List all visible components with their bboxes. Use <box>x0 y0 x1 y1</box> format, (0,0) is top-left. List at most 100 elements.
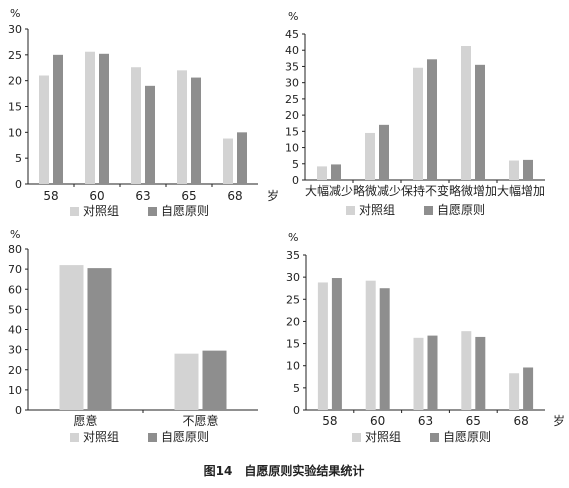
chart3-legend-label-voluntary: 自愿原则 <box>161 430 209 444</box>
chart1-category-label: 58 <box>43 189 58 203</box>
chart3-bar-voluntary <box>87 268 112 410</box>
chart2-legend-swatch-voluntary <box>424 206 433 215</box>
chart2-y-tick-label: 10 <box>285 142 299 155</box>
chart1-bar-control <box>223 138 233 184</box>
chart2-bar-control <box>461 46 471 181</box>
chart2-y-tick-label: 15 <box>285 125 299 138</box>
chart2-bar-voluntary <box>475 64 485 180</box>
chart2-category-label: 保持不变 <box>401 183 449 198</box>
chart3-category-label: 不愿意 <box>182 413 218 428</box>
chart2-y-tick-label: 20 <box>285 109 299 122</box>
chart2-bar-voluntary <box>379 124 389 180</box>
chart2-category-label: 略微增加 <box>449 183 497 198</box>
chart1-y-tick-label: 25 <box>8 49 22 62</box>
chart4-y-tick-label: 30 <box>286 271 300 284</box>
chart3-category-label: 愿意 <box>73 413 97 428</box>
chart2-y-unit-label: % <box>288 10 298 23</box>
chart4-y-tick-label: 35 <box>286 249 300 262</box>
chart4-bar-control <box>509 373 520 410</box>
chart3-y-tick-label: 50 <box>8 303 22 316</box>
chart2-y-tick-label: 45 <box>285 28 299 41</box>
chart4-category-label: 63 <box>418 414 433 428</box>
chart2-bar-voluntary <box>331 164 341 180</box>
chart1-y-tick-label: 5 <box>15 152 22 165</box>
chart3-y-tick-label: 40 <box>8 324 22 337</box>
chart1-y-tick-label: 15 <box>8 101 22 114</box>
chart4-category-label: 58 <box>322 414 337 428</box>
chart2-category-label: 大幅减少 <box>305 183 353 198</box>
chart3-y-tick-label: 70 <box>8 263 22 276</box>
chart1-y-tick-label: 0 <box>15 178 22 191</box>
chart1-bar-voluntary <box>191 77 201 184</box>
chart3-y-tick-label: 0 <box>15 404 22 417</box>
chart2-bar-control <box>509 160 519 180</box>
chart1-y-tick-label: 10 <box>8 126 22 139</box>
chart2-category-label: 大幅增加 <box>497 183 545 198</box>
chart1-y-unit-label: % <box>10 7 20 20</box>
chart3-bar-control <box>174 353 199 410</box>
chart1-y-tick-label: 20 <box>8 75 22 88</box>
chart1-x-unit-label: 岁 <box>267 188 279 203</box>
chart3-bar-voluntary <box>202 350 227 410</box>
chart1-legend-label-voluntary: 自愿原则 <box>161 204 209 218</box>
chart4-category-label: 60 <box>370 414 385 428</box>
figure-caption: 图14 自愿原则实验结果统计 <box>204 463 365 478</box>
chart2-legend-label-control: 对照组 <box>359 203 395 217</box>
chart1-category-label: 65 <box>181 189 196 203</box>
chart4-y-tick-label: 0 <box>293 404 300 417</box>
chart4-category-label: 65 <box>466 414 481 428</box>
chart4-legend-label-control: 对照组 <box>365 430 401 444</box>
chart4-bar-voluntary <box>331 278 342 410</box>
chart4-bar-voluntary <box>523 367 534 410</box>
chart2-y-tick-label: 25 <box>285 93 299 106</box>
chart2-legend-label-voluntary: 自愿原则 <box>437 203 485 217</box>
chart1-category-label: 60 <box>89 189 104 203</box>
chart2-bar-control <box>365 132 375 180</box>
chart4-y-tick-label: 25 <box>286 293 300 306</box>
chart3-y-tick-label: 30 <box>8 344 22 357</box>
chart2-bar-control <box>413 67 423 180</box>
chart4-bar-control <box>461 331 472 410</box>
chart1-bar-control <box>39 75 49 184</box>
chart4-bar-voluntary <box>379 288 390 410</box>
chart3-bar-control <box>59 265 84 410</box>
chart3-y-tick-label: 60 <box>8 283 22 296</box>
chart4-bar-voluntary <box>475 336 486 410</box>
chart4-y-tick-label: 5 <box>293 382 300 395</box>
chart2-bar-voluntary <box>427 59 437 180</box>
chart1-bar-voluntary <box>237 132 247 184</box>
chart1-bar-voluntary <box>99 53 109 184</box>
chart1-bar-voluntary <box>53 54 63 185</box>
chart1-legend-swatch-voluntary <box>148 207 157 216</box>
chart2-category-label: 略微减少 <box>353 183 401 198</box>
chart4-legend-swatch-control <box>352 433 361 442</box>
chart1-category-label: 63 <box>135 189 150 203</box>
chart3-y-tick-label: 80 <box>8 243 22 256</box>
chart2-bar-voluntary <box>523 159 533 180</box>
chart4-legend-label-voluntary: 自愿原则 <box>443 430 491 444</box>
chart1-legend-label-control: 对照组 <box>83 204 119 218</box>
chart2-y-tick-label: 35 <box>285 60 299 73</box>
chart4-y-tick-label: 15 <box>286 338 300 351</box>
chart1-y-tick-label: 30 <box>8 23 22 36</box>
chart4-bar-control <box>317 282 328 410</box>
chart1-category-label: 68 <box>227 189 242 203</box>
chart1-bar-control <box>85 51 95 184</box>
chart4-bar-control <box>413 337 424 410</box>
chart3-legend-label-control: 对照组 <box>83 430 119 444</box>
chart4-y-unit-label: % <box>288 231 298 244</box>
chart4-bar-voluntary <box>427 335 438 410</box>
chart4-category-label: 68 <box>513 414 528 428</box>
chart3-legend-swatch-control <box>70 433 79 442</box>
chart3-legend-swatch-voluntary <box>148 433 157 442</box>
chart2-y-tick-label: 5 <box>292 158 299 171</box>
chart1-bar-control <box>131 67 141 184</box>
chart1-legend-swatch-control <box>70 207 79 216</box>
chart4-legend-swatch-voluntary <box>430 433 439 442</box>
chart3-y-tick-label: 10 <box>8 384 22 397</box>
chart3-y-tick-label: 20 <box>8 364 22 377</box>
chart4-y-tick-label: 10 <box>286 360 300 373</box>
chart3-y-unit-label: % <box>10 228 20 241</box>
chart1-bar-voluntary <box>145 85 155 184</box>
